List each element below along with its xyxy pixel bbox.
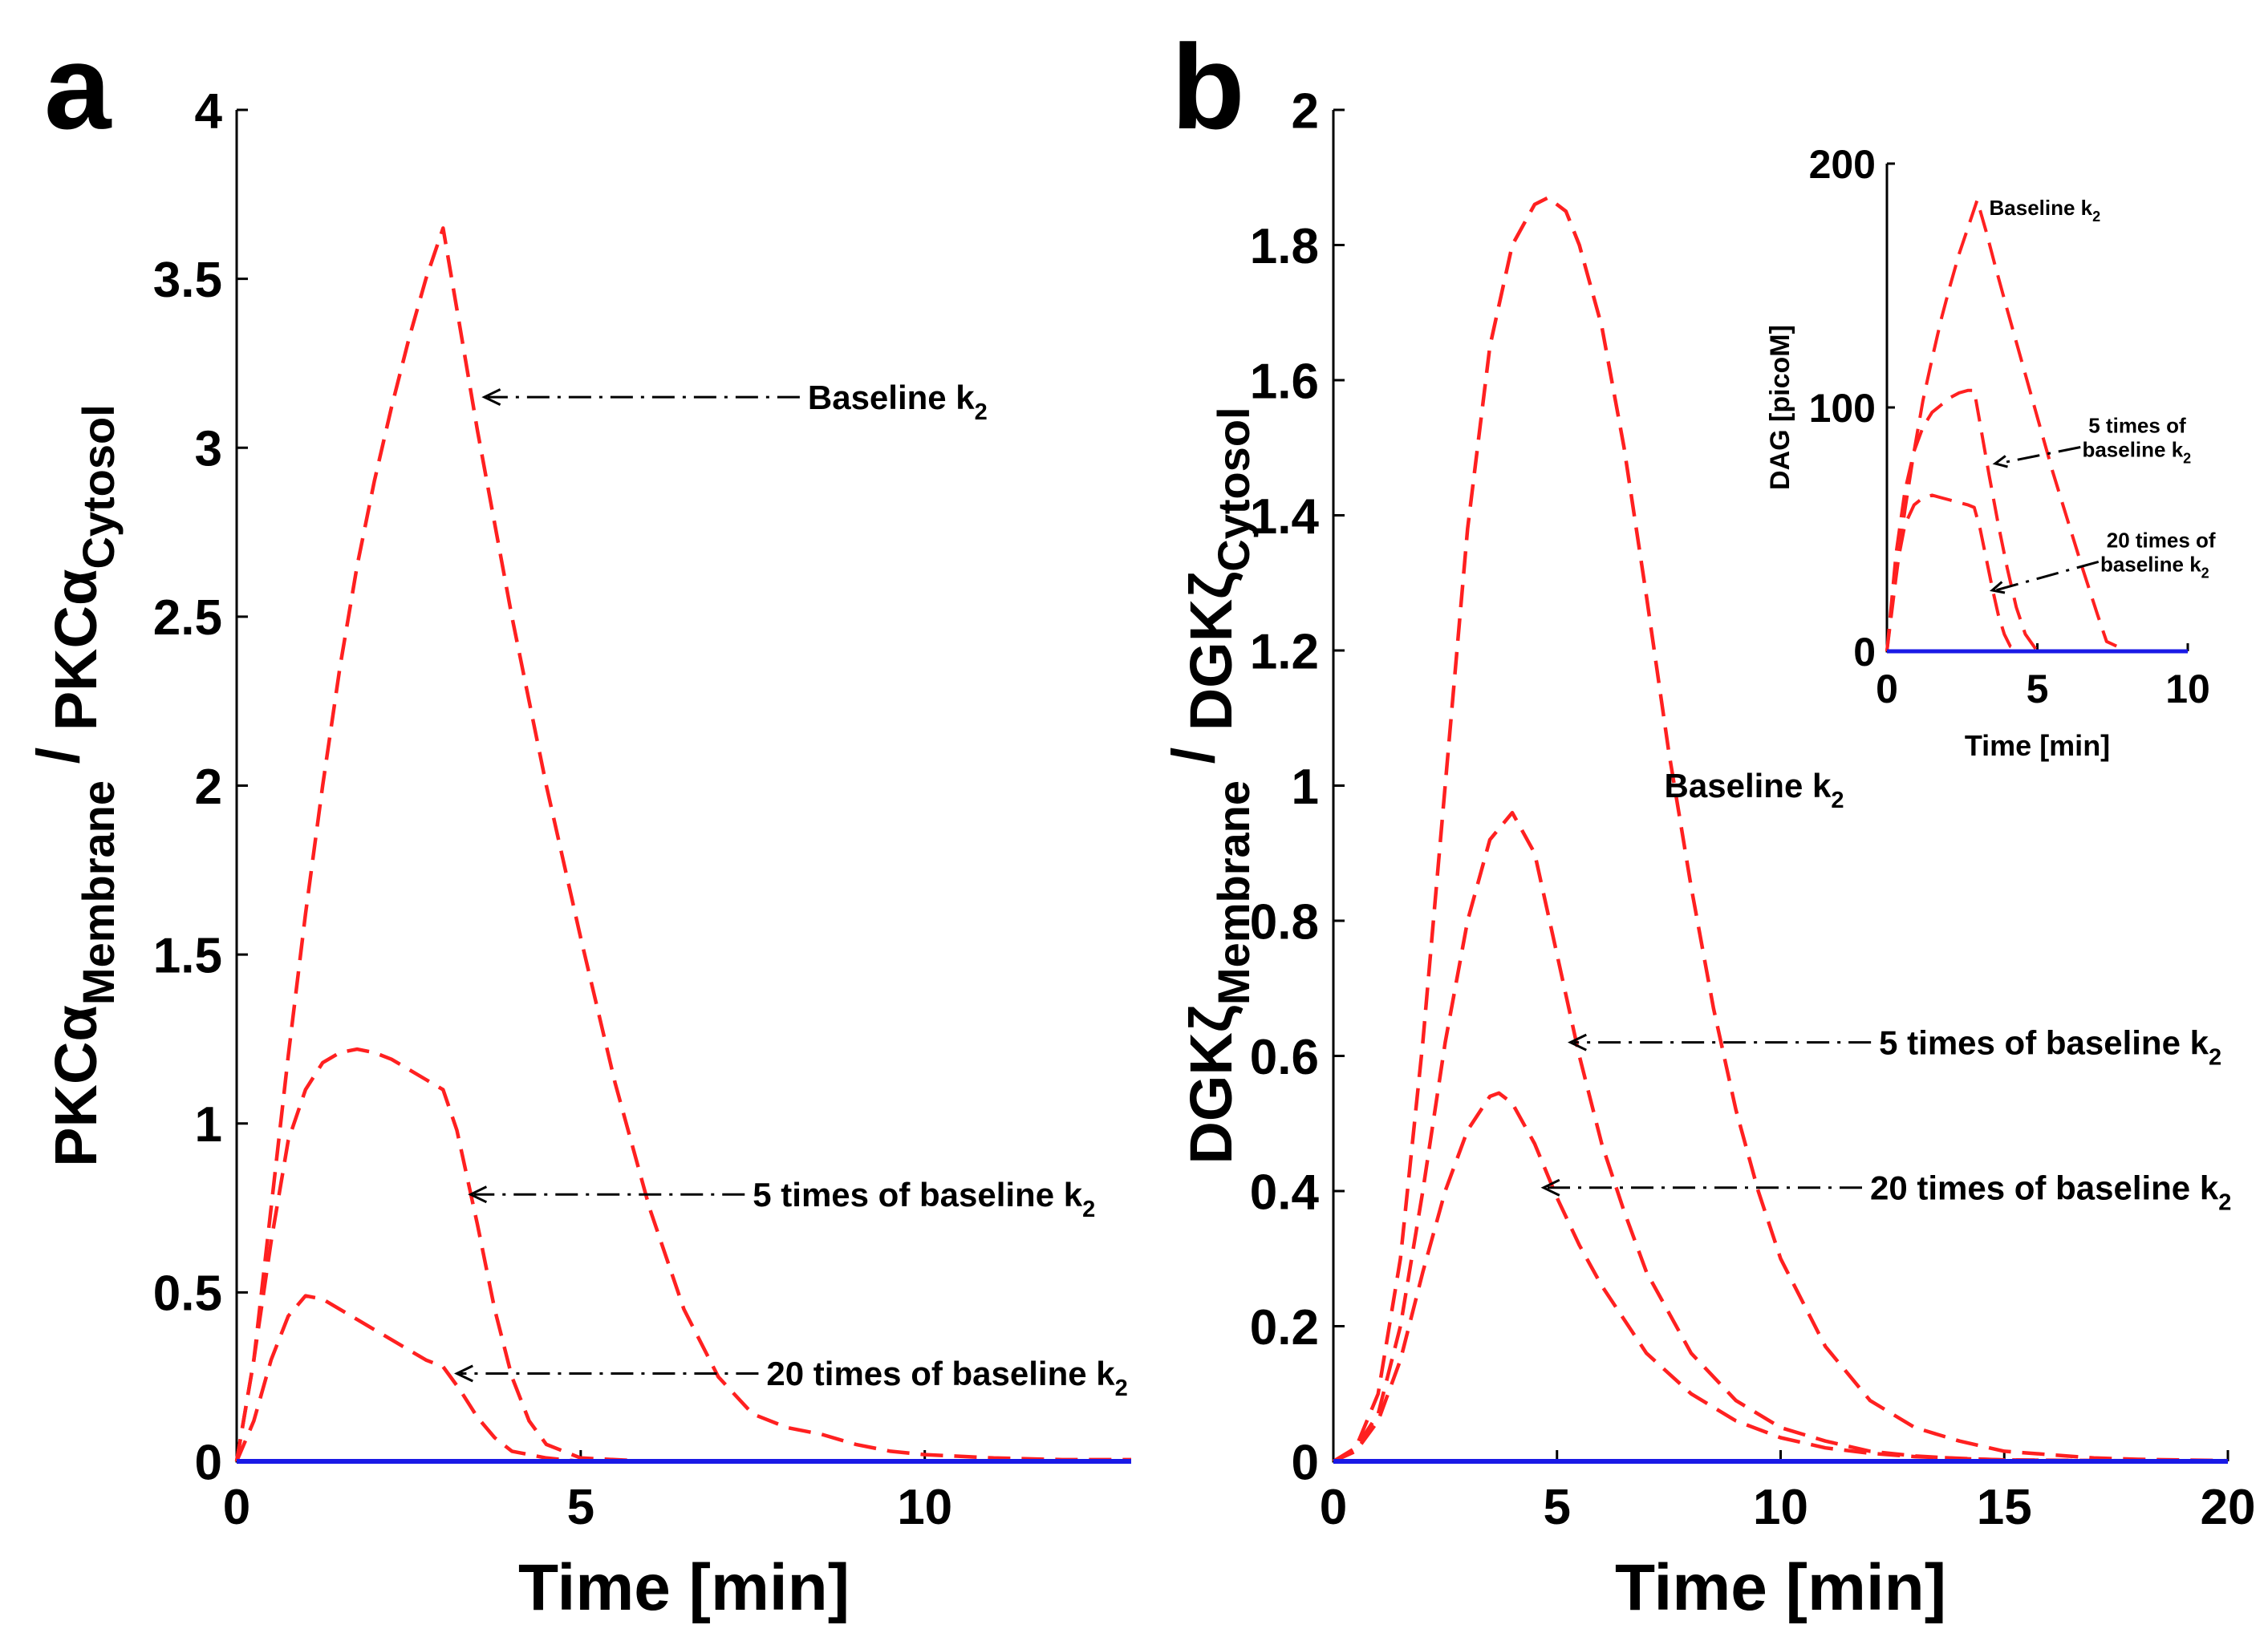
panel-a-annotation-2-label: 5 times of baseline k2 — [753, 1176, 1095, 1222]
panel-b-xtick-label: 5 — [1544, 1480, 1571, 1535]
panel-b-ytick-label: 0.6 — [1250, 1030, 1319, 1085]
panel-a-y-axis-label: PKCαMembrane / PKCαCytosol — [25, 404, 124, 1167]
panel-b-inset-chart: 0 100 200 0 5 10 Time [min] DAG [picoM] Baseline… — [1765, 142, 2216, 762]
panel-a-x-axis-label: Time [min] — [518, 1551, 850, 1624]
panel-b-series-1-line — [1332, 196, 2229, 1463]
panel-a-series-2-line — [234, 1047, 1131, 1464]
inset-series-2-line — [1885, 388, 2188, 653]
panel-a-series-1-line — [234, 226, 1131, 1462]
panel-b-ytick-label: 0.4 — [1250, 1165, 1320, 1220]
panel-b-letter: b — [1171, 19, 1245, 154]
panel-b-series-2-line — [1332, 810, 2229, 1464]
panel-b-ytick-label: 1.6 — [1250, 354, 1319, 409]
panel-a-annotation-3-arrow-head — [454, 1364, 473, 1383]
panel-a-ytick-label: 0 — [195, 1435, 222, 1490]
panel-b-annotation-2-arrow-head — [1568, 1033, 1587, 1051]
panel-b-series-3-line — [1333, 1091, 2229, 1464]
inset-annotation-3-label-line2: baseline k2 — [2100, 553, 2209, 581]
inset-y-axis-label: DAG [picoM] — [1765, 325, 1795, 490]
panel-a-annotation-2-arrow-head — [468, 1185, 488, 1204]
inset-annotation-2-arrow-head — [1992, 455, 2008, 468]
panel-a-xtick-label: 5 — [567, 1480, 594, 1535]
panel-a-ytick-label: 4 — [195, 83, 223, 139]
inset-ytick-label: 100 — [1809, 386, 1876, 431]
inset-xtick-label: 10 — [2165, 667, 2210, 711]
panel-a-xtick-label: 0 — [223, 1480, 250, 1535]
panel-b-xtick-label: 15 — [1977, 1480, 2032, 1535]
panel-a-xtick-label: 10 — [897, 1480, 952, 1535]
panel-b-ytick-label: 0.2 — [1250, 1300, 1319, 1355]
panel-b-chart: 00.20.40.60.811.21.41.61.820 5 10 15 20Time … — [1160, 83, 2255, 1624]
panel-a-ytick-label: 2 — [195, 760, 222, 815]
inset-annotation-2-label-line2: baseline k2 — [2082, 438, 2191, 467]
inset-ytick-label: 0 — [1853, 630, 1876, 675]
panel-a-annotation-1-label: Baseline k2 — [808, 379, 988, 425]
panel-a-letter: a — [44, 19, 112, 154]
panel-a-ytick-label: 1.5 — [153, 928, 222, 983]
inset-annotation-2-label-line1: 5 times of — [2088, 414, 2186, 438]
panel-b-annotation-3-label: 20 times of baseline k2 — [1870, 1169, 2231, 1215]
panel-a-ytick-label: 0.5 — [153, 1266, 222, 1322]
inset-annotation-3-arrow-line — [1994, 560, 2100, 592]
inset-xtick-label: 0 — [1876, 667, 1898, 711]
panel-b-xtick-label: 20 — [2201, 1480, 2256, 1535]
panel-b-annotation-3-arrow-head — [1540, 1178, 1560, 1197]
panel-a-ytick-label: 1 — [195, 1097, 222, 1153]
panel-a-ytick-label: 3 — [195, 422, 222, 477]
panel-b-ytick-label: 0.8 — [1250, 894, 1319, 950]
inset-annotation-3-arrow-head — [1989, 581, 2006, 594]
panel-b-x-axis-label: Time [min] — [1615, 1551, 1946, 1624]
panel-b-annotation-1-label: Baseline k2 — [1665, 767, 1844, 813]
inset-series-1-line — [1885, 198, 2188, 653]
panel-a-ytick-label: 3.5 — [153, 253, 222, 308]
panel-b-ytick-label: 0 — [1292, 1435, 1319, 1490]
panel-b-xtick-label: 0 — [1320, 1480, 1347, 1535]
panel-b-y-axis-label: DGKζMembrane / DGKζCytosol — [1160, 407, 1259, 1164]
panel-b-annotation-2-label: 5 times of baseline k2 — [1879, 1023, 2221, 1070]
panel-b-ytick-label: 1.4 — [1250, 489, 1320, 545]
panel-b-xtick-label: 10 — [1753, 1480, 1808, 1535]
inset-xtick-label: 5 — [2027, 667, 2049, 711]
panel-a-annotation-1-arrow-head — [481, 388, 501, 406]
inset-annotation-1-label: Baseline k2 — [1990, 196, 2101, 225]
inset-annotation-2-arrow-line — [1998, 446, 2081, 465]
panel-a-series-3-line — [234, 1294, 1131, 1464]
inset-series-3-line — [1885, 493, 2188, 653]
panel-a-annotation-3-label: 20 times of baseline k2 — [766, 1355, 1127, 1401]
panel-b-ytick-label: 1.2 — [1250, 624, 1319, 679]
panel-b-ytick-label: 1.8 — [1250, 219, 1319, 274]
inset-x-axis-label: Time [min] — [1965, 729, 2110, 762]
inset-ytick-label: 200 — [1809, 142, 1876, 187]
panel-a-chart: 0 0.5 1 1.5 2 2.5 3 3.5 4 0 5 10 Time [min] PKCαMembr… — [25, 83, 1131, 1624]
inset-annotation-3-label-line1: 20 times of — [2107, 529, 2216, 553]
panel-b-ytick-label: 1 — [1292, 760, 1319, 815]
panel-a-ytick-label: 2.5 — [153, 590, 222, 646]
panel-b-ytick-label: 2 — [1292, 83, 1319, 139]
